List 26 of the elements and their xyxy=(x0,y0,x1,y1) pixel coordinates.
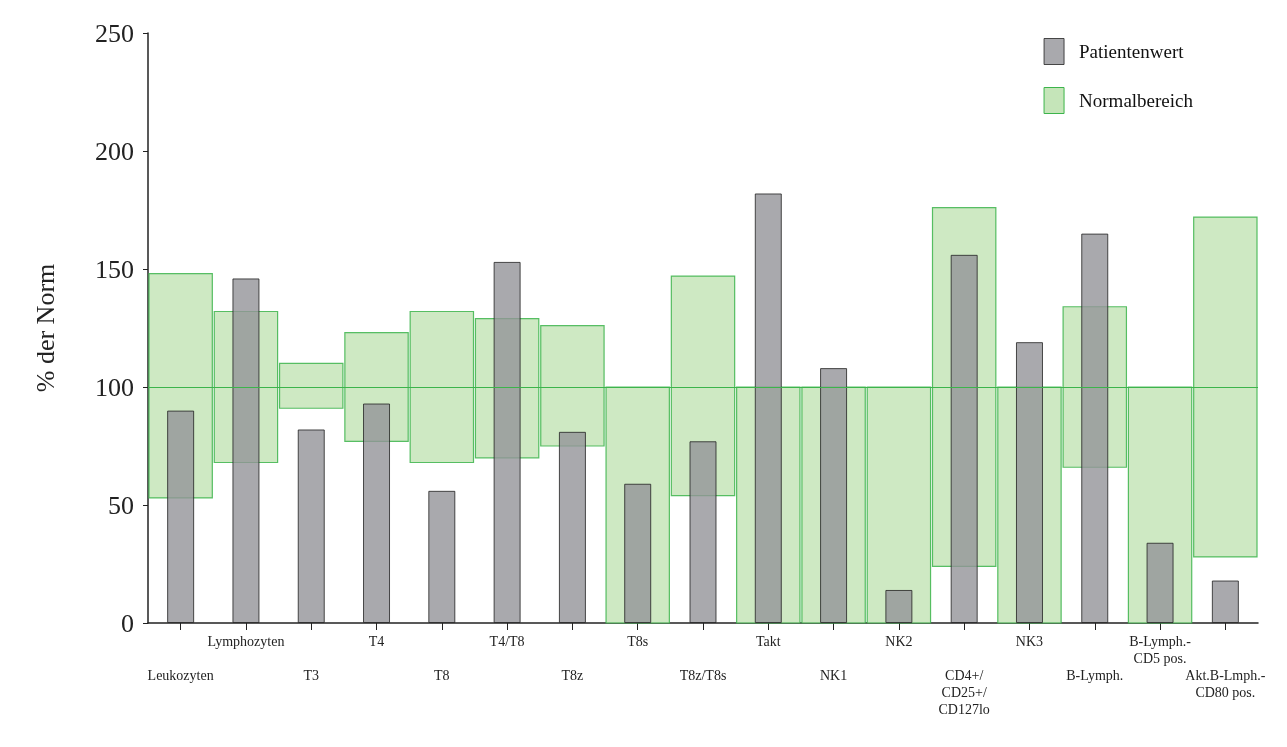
y-tick-label: 100 xyxy=(95,372,134,402)
y-tick-label: 0 xyxy=(121,608,134,638)
x-tick-label: T8 xyxy=(434,668,450,683)
y-tick-label: 50 xyxy=(108,490,134,520)
x-tick-label: NK3 xyxy=(1015,634,1044,649)
x-tick-label: CD4+/ CD25+/ CD127lo xyxy=(938,668,990,717)
x-tick-label: T8z xyxy=(561,668,584,683)
x-tick-label: T4/T8 xyxy=(489,634,525,649)
legend-label: Normalbereich xyxy=(1079,90,1194,111)
y-tick-label: 200 xyxy=(95,136,134,166)
x-tick-label: Akt.B-Lmph.- CD80 pos. xyxy=(1185,668,1266,700)
y-tick-label: 250 xyxy=(95,18,134,48)
x-tick-label: B-Lymph.- CD5 pos. xyxy=(1129,634,1192,666)
x-tick-label: T3 xyxy=(303,668,320,683)
x-tick-label: B-Lymph. xyxy=(1066,668,1124,683)
x-tick-label: NK2 xyxy=(885,634,913,649)
x-tick-label: T4 xyxy=(368,634,385,649)
x-tick-label: Lymphozyten xyxy=(207,634,285,649)
y-axis-title: % der Norm xyxy=(30,263,60,393)
x-tick-label: Takt xyxy=(755,634,781,649)
x-tick-label: T8z/T8s xyxy=(679,668,727,683)
legend-label: Patientenwert xyxy=(1079,41,1185,62)
x-tick-label: T8s xyxy=(627,634,649,649)
x-tick-label: Leukozyten xyxy=(147,668,214,683)
y-tick-label: 150 xyxy=(95,254,134,284)
x-tick-label: NK1 xyxy=(819,668,848,683)
